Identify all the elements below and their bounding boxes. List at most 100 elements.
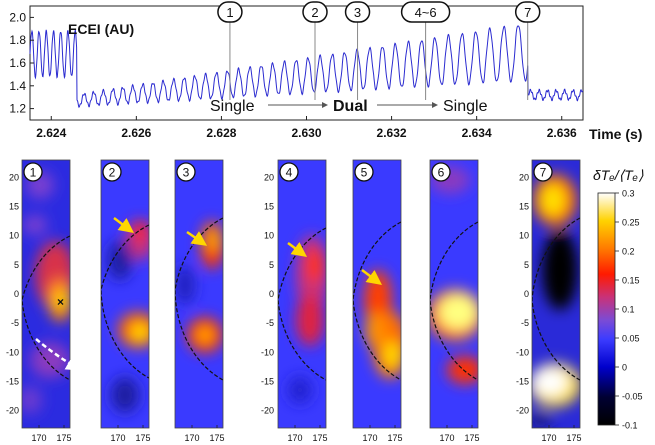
panel-number-label: 7 bbox=[540, 166, 547, 180]
phase-label-single-1: Single bbox=[210, 98, 255, 115]
panel-y-tick-label: 20 bbox=[9, 172, 19, 182]
trace-y-tick-label: 1.8 bbox=[9, 33, 26, 47]
panel-y-tick-label: -15 bbox=[261, 376, 274, 386]
panel-y-tick-label: 0 bbox=[269, 289, 274, 299]
time-axis-label: Time (s) bbox=[589, 126, 642, 142]
panel-x-tick-label: 175 bbox=[387, 433, 402, 443]
panel-number-label: 3 bbox=[183, 166, 190, 180]
panel-1-frame bbox=[21, 159, 71, 429]
trace-x-tick-label: 2.634 bbox=[462, 126, 492, 140]
colorbar-tick-label: -0.1 bbox=[622, 421, 638, 431]
panel-y-tick-label: 0 bbox=[14, 289, 19, 299]
panel-2 bbox=[101, 160, 149, 428]
panel-y-tick-label: -10 bbox=[6, 347, 19, 357]
panel-y-tick-label: -5 bbox=[266, 318, 274, 328]
panel-x-tick-label: 170 bbox=[362, 433, 377, 443]
panel-4-frame bbox=[277, 159, 327, 429]
panel-y-tick-label: 15 bbox=[9, 202, 19, 212]
panel-number-badge bbox=[102, 162, 122, 182]
panel-x-tick-label: 175 bbox=[135, 433, 150, 443]
panel-x-tick-label: 175 bbox=[56, 433, 71, 443]
colorbar-tick-label: 0.25 bbox=[622, 218, 640, 228]
trace-y-tick-label: 1.2 bbox=[9, 102, 26, 116]
panel-y-tick-label: 10 bbox=[9, 231, 19, 241]
event-marker-label: 7 bbox=[524, 5, 531, 20]
panel-number-label: 1 bbox=[30, 166, 37, 180]
panel-x-tick-label: 175 bbox=[464, 433, 479, 443]
colorbar-tick-label: 0.2 bbox=[622, 247, 635, 257]
panel-x-tick-label: 170 bbox=[184, 433, 199, 443]
panel-y-tick-label: 10 bbox=[264, 231, 274, 241]
trace-title: ECEI (AU) bbox=[68, 21, 134, 37]
trace-y-tick-label: 1.6 bbox=[9, 56, 26, 70]
trace-x-tick-label: 2.636 bbox=[547, 126, 577, 140]
panel-3 bbox=[175, 160, 223, 428]
panel-1-cross: × bbox=[57, 295, 64, 309]
panel-y-tick-label: -20 bbox=[516, 406, 529, 416]
yellow-arrows bbox=[113, 217, 382, 285]
panel-x-tick-label: 170 bbox=[541, 433, 556, 443]
panel-x-tick-label: 170 bbox=[439, 433, 454, 443]
trace-y-tick-label: 2.0 bbox=[9, 10, 26, 24]
trace-x-tick-label: 2.626 bbox=[121, 126, 151, 140]
panel-y-tick-label: 5 bbox=[269, 260, 274, 270]
trace-x-tick-label: 2.624 bbox=[36, 126, 66, 140]
panel-number-badge bbox=[279, 162, 299, 182]
panel-x-tick-label: 170 bbox=[31, 433, 46, 443]
panel-5-frame bbox=[352, 159, 402, 429]
panel-x-tick-label: 170 bbox=[287, 433, 302, 443]
panel-1-white-arrow bbox=[35, 338, 82, 371]
colorbar-tick-label: 0.3 bbox=[622, 189, 635, 199]
panel-y-tick-label: 15 bbox=[519, 202, 529, 212]
trace-x-tick-label: 2.630 bbox=[291, 126, 321, 140]
panel-6-frame bbox=[429, 159, 479, 429]
panel-number-label: 2 bbox=[109, 166, 116, 180]
phase-label-dual: Dual bbox=[333, 98, 368, 115]
panel-number-badges: 1 2 3 4 5 6 7 bbox=[23, 162, 553, 182]
event-marker-label: 3 bbox=[354, 5, 361, 20]
trace-y-tick-label: 1.4 bbox=[9, 79, 26, 93]
ecei-signal-line bbox=[29, 25, 584, 109]
phase-annotation: Single Dual Single bbox=[210, 98, 488, 115]
panel-y-tick-label: -10 bbox=[261, 347, 274, 357]
panel-4 bbox=[278, 160, 326, 428]
panel-y-tick-label: 5 bbox=[524, 260, 529, 270]
panel-y-tick-label: -20 bbox=[6, 406, 19, 416]
panel-x-tick-label: 170 bbox=[110, 433, 125, 443]
panel-number-badge bbox=[23, 162, 43, 182]
panel-7 bbox=[532, 160, 580, 428]
panel-4-arrow-icon bbox=[287, 241, 308, 257]
phase-label-single-2: Single bbox=[443, 98, 488, 115]
event-marker-badge bbox=[400, 1, 451, 23]
panel-number-label: 4 bbox=[286, 166, 293, 180]
panel-x-tick-label: 175 bbox=[312, 433, 327, 443]
trace-x-axis: 2.624 2.626 2.628 2.630 2.632 2.634 2.636 bbox=[36, 116, 577, 140]
panel-y-tick-label: 15 bbox=[264, 202, 274, 212]
panel-y-axis-right: 20 15 10 5 0 -5 -10 -15 -20 bbox=[516, 172, 529, 415]
panel-5-arrow-icon bbox=[361, 269, 382, 285]
colorbar-tick-label: 0 bbox=[622, 363, 627, 373]
panel-y-tick-label: -15 bbox=[6, 376, 19, 386]
trace-y-axis: 1.2 1.4 1.6 1.8 2.0 bbox=[9, 10, 34, 116]
panel-x-axes: 170 175 170 175 170 175 170 175 170 175 170 175 170 1… bbox=[31, 425, 582, 443]
colorbar-gradient bbox=[597, 192, 616, 426]
panel-7-frame bbox=[531, 159, 581, 429]
panel-y-tick-label: 5 bbox=[14, 260, 19, 270]
panel-number-label: 6 bbox=[438, 166, 445, 180]
panel-number-badge bbox=[176, 162, 196, 182]
panel-number-badge bbox=[354, 162, 374, 182]
panel-y-tick-label: -5 bbox=[11, 318, 19, 328]
panel-y-tick-label: -5 bbox=[521, 318, 529, 328]
event-marker-label: 2 bbox=[311, 5, 318, 20]
colorbar-tick-label: -0.05 bbox=[622, 392, 643, 402]
colorbar-tick-label: 0.15 bbox=[622, 276, 640, 286]
panel-2-arrow-icon bbox=[113, 217, 134, 233]
colorbar-ticks: 0.3 0.25 0.2 0.15 0.1 0.05 0 -0.05 -0.1 bbox=[615, 189, 643, 431]
colorbar: δTₑ/⟨Tₑ⟩ 0.3 0.25 0.2 0.15 0.1 0.05 0 -0.05 -0.1 bbox=[593, 167, 644, 431]
panel-number-badge bbox=[431, 162, 451, 182]
panel-y-tick-label: 20 bbox=[264, 172, 274, 182]
panel-y-tick-label: -15 bbox=[516, 376, 529, 386]
panel-x-tick-label: 175 bbox=[209, 433, 224, 443]
panel-1 bbox=[22, 160, 70, 428]
